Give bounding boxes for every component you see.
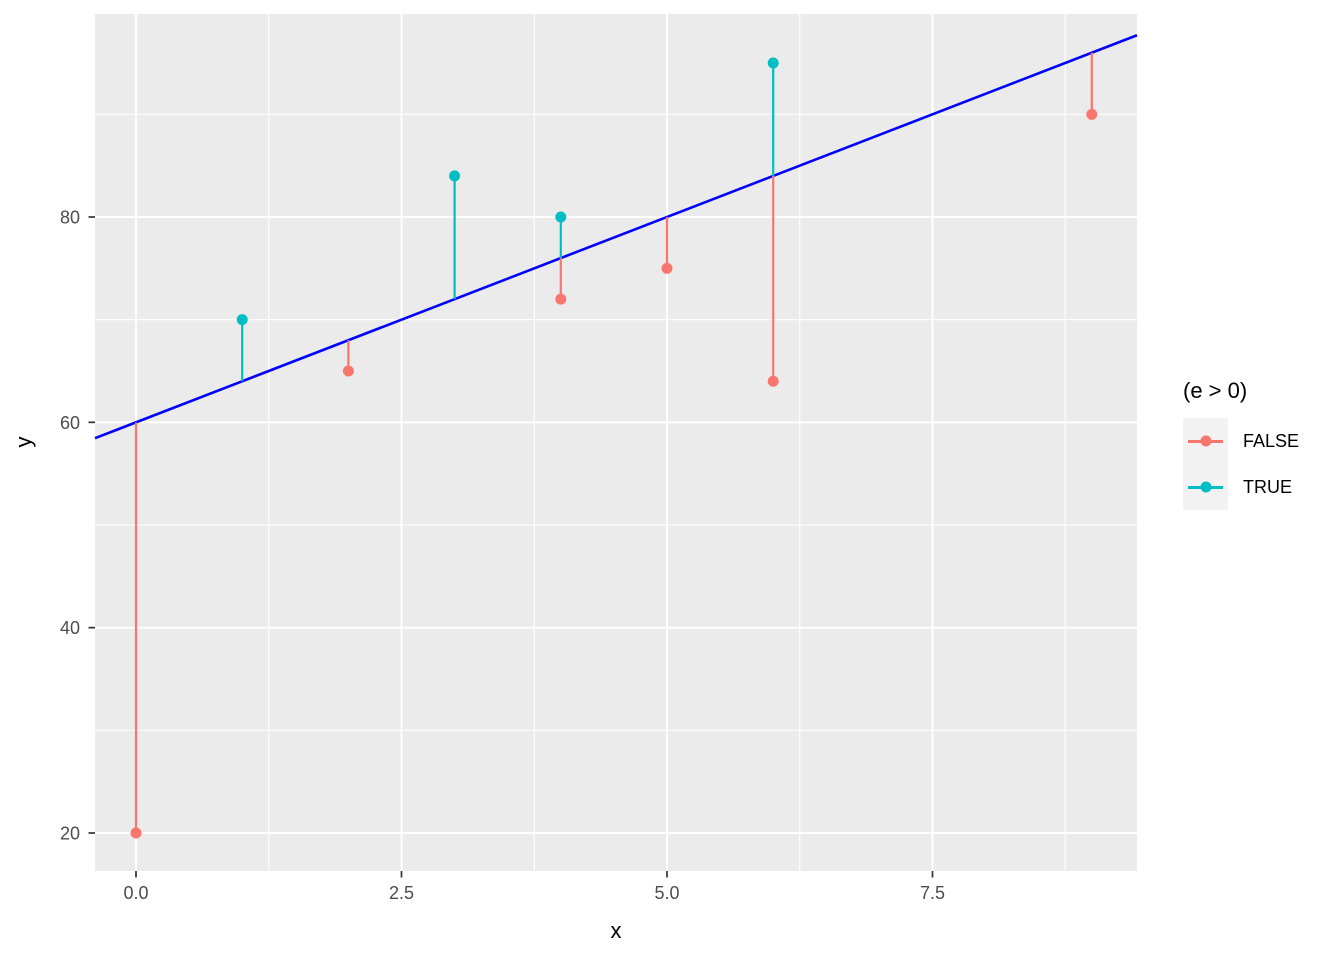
legend-key-false-icon[interactable] bbox=[1183, 418, 1228, 464]
y-tick-label: 60 bbox=[60, 413, 80, 433]
x-tick-label: 5.0 bbox=[654, 883, 679, 903]
x-axis-title: x bbox=[611, 918, 622, 943]
data-point-true[interactable] bbox=[555, 211, 567, 223]
plot-panel bbox=[95, 14, 1137, 871]
legend-entry-false[interactable]: FALSE bbox=[1183, 418, 1299, 464]
axis-tick-labels: 0.0 2.5 5.0 7.5 20 40 60 80 bbox=[60, 207, 945, 903]
data-point-false[interactable] bbox=[661, 262, 673, 274]
legend-key-dot bbox=[1200, 435, 1211, 447]
y-tick-label: 20 bbox=[60, 824, 80, 844]
y-axis-title: y bbox=[11, 437, 36, 448]
data-point-false[interactable] bbox=[342, 365, 354, 377]
legend-key-true-icon[interactable] bbox=[1183, 464, 1228, 510]
x-tick-label: 7.5 bbox=[920, 883, 945, 903]
data-point-false[interactable] bbox=[130, 827, 142, 839]
data-point-false[interactable] bbox=[555, 293, 567, 305]
legend-label-true: TRUE bbox=[1243, 476, 1292, 497]
y-tick-label: 80 bbox=[60, 207, 80, 227]
legend-entry-true[interactable]: TRUE bbox=[1183, 464, 1299, 510]
data-point-true[interactable] bbox=[236, 314, 248, 326]
x-tick-label: 0.0 bbox=[123, 883, 148, 903]
data-point-true[interactable] bbox=[449, 170, 461, 182]
y-tick-label: 40 bbox=[60, 618, 80, 638]
data-points bbox=[130, 57, 1098, 839]
gridlines-major bbox=[95, 14, 1137, 871]
legend-key-dot bbox=[1200, 481, 1211, 493]
legend-keys: FALSE TRUE bbox=[1183, 418, 1299, 510]
gridlines-minor bbox=[95, 14, 1137, 871]
legend-label-false: FALSE bbox=[1243, 430, 1300, 451]
x-tick-label: 2.5 bbox=[389, 883, 414, 903]
data-point-false[interactable] bbox=[1086, 108, 1098, 120]
data-point-true[interactable] bbox=[767, 57, 779, 69]
legend-title: (e > 0) bbox=[1183, 378, 1248, 403]
axis-ticks bbox=[88, 216, 934, 878]
data-point-false[interactable] bbox=[767, 375, 779, 387]
legend: (e > 0) FALSE TRUE bbox=[1183, 378, 1299, 510]
residual-segments bbox=[134, 52, 1093, 833]
regression-line bbox=[94, 34, 1138, 440]
